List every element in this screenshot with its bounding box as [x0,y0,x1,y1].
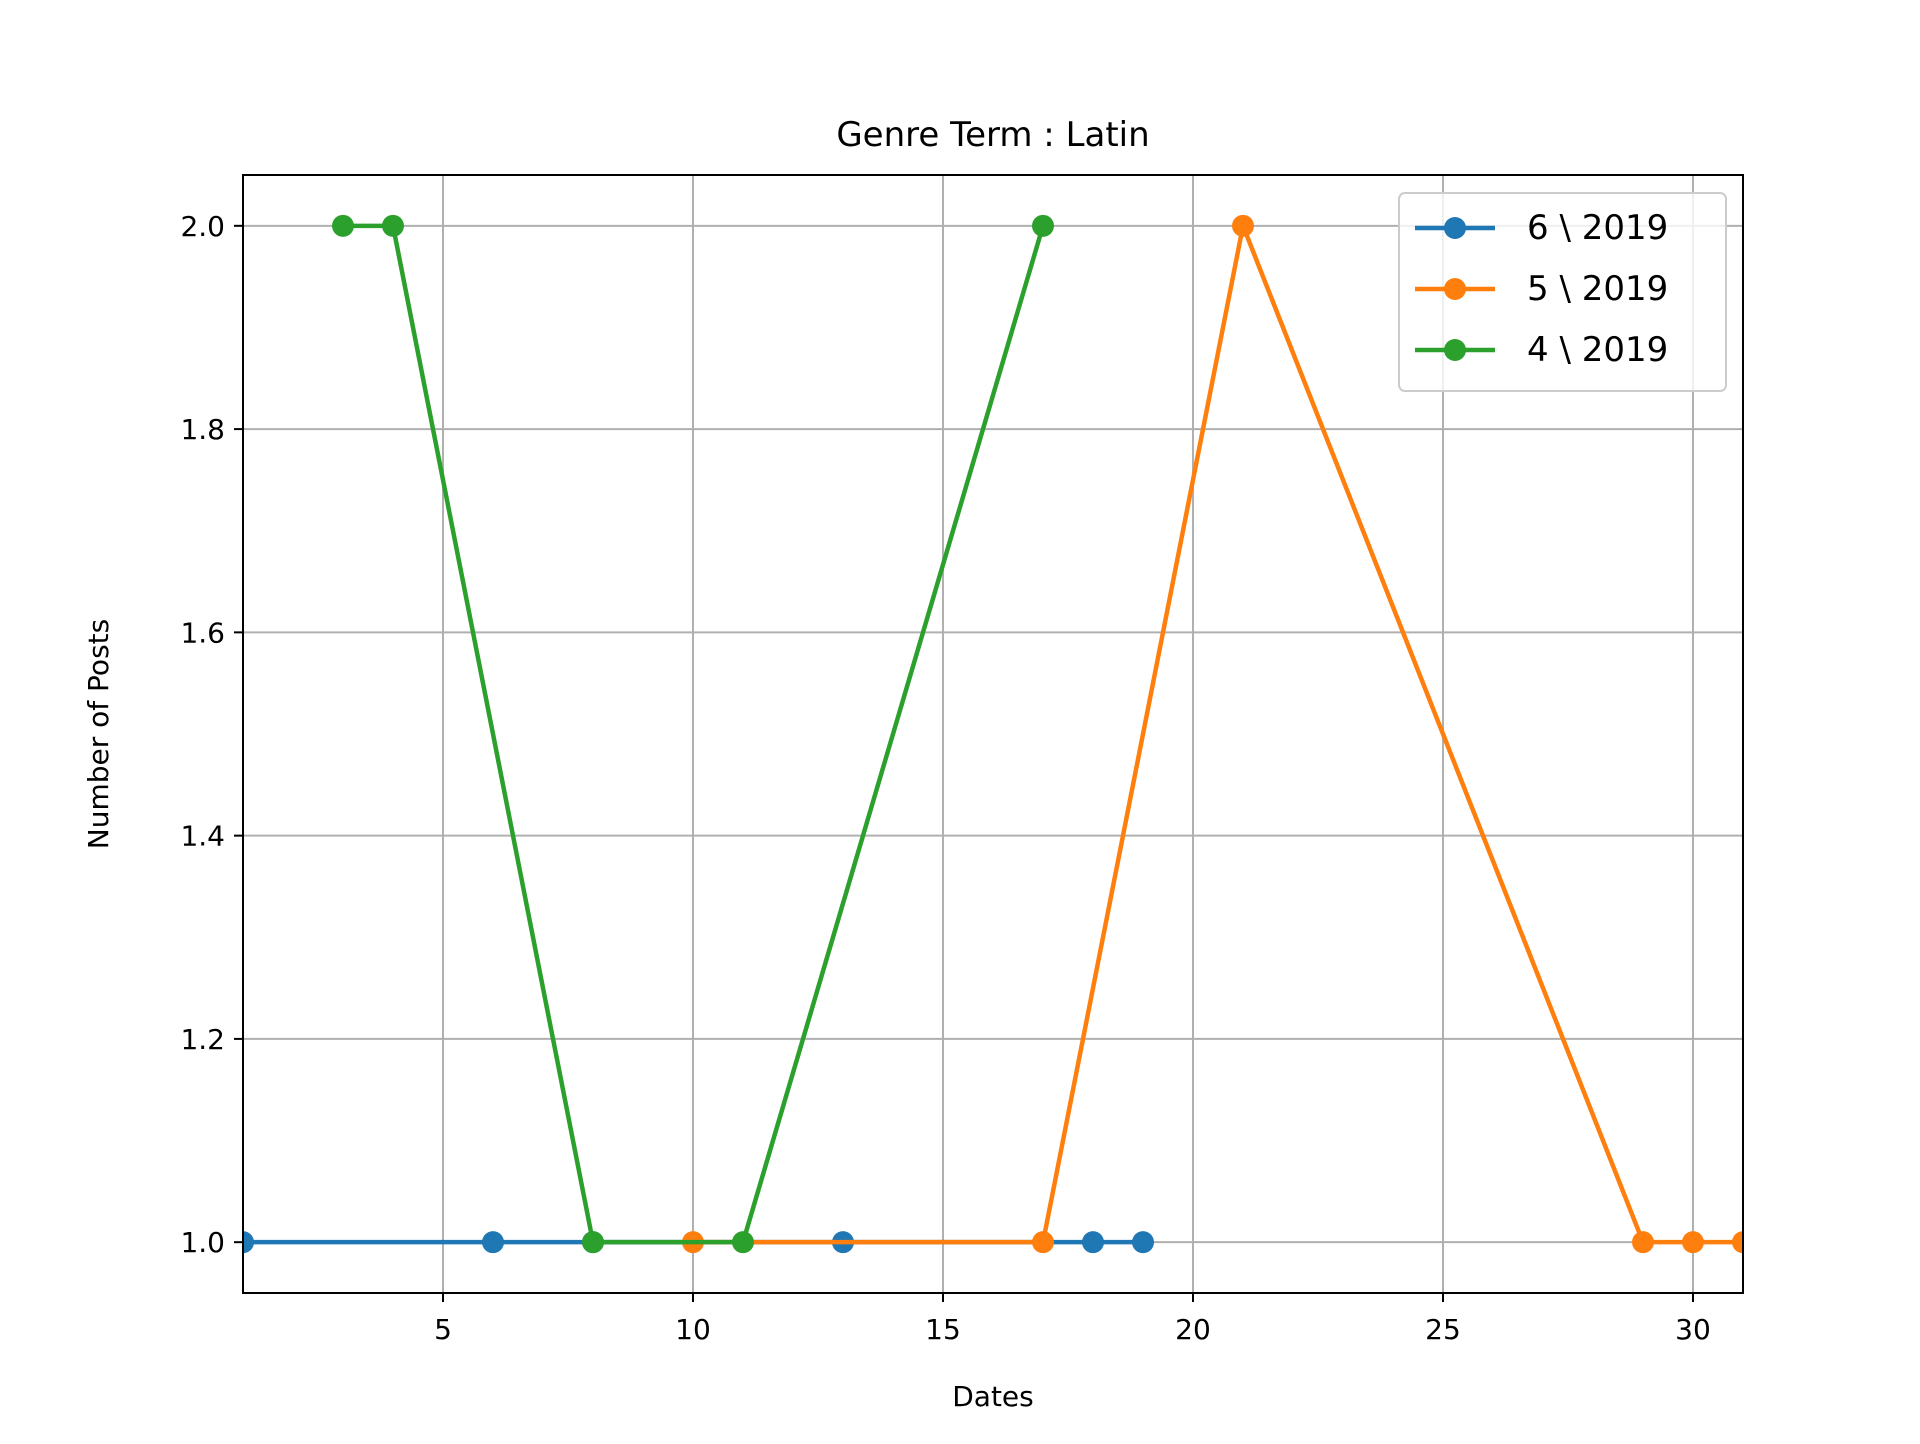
data-point [1132,1231,1154,1254]
legend-label: 4 \ 2019 [1527,330,1668,370]
y-axis-label: Number of Posts [82,619,115,849]
y-tick-label: 1.0 [180,1226,225,1259]
data-point [482,1231,504,1254]
data-point [1732,1231,1743,1254]
data-point [1032,1231,1054,1254]
data-point [1632,1231,1654,1254]
x-tick-label: 25 [1425,1313,1461,1346]
x-tick-label: 15 [925,1313,961,1346]
x-tick-label: 5 [434,1313,452,1346]
data-point [332,214,354,237]
y-tick-label: 2.0 [180,210,225,243]
legend-item: 5 \ 2019 [1415,269,1668,309]
series-layer [243,214,1743,1254]
data-point [1682,1231,1704,1254]
x-tick-label: 10 [675,1313,711,1346]
data-point [1232,214,1254,237]
x-axis-label: Dates [952,1380,1034,1413]
y-tick-label: 1.6 [180,616,225,649]
legend-marker [1444,339,1466,361]
data-point [1032,214,1054,237]
y-tick-label: 1.8 [180,413,225,446]
x-tick-label: 20 [1175,1313,1211,1346]
grid [243,175,1743,1293]
data-point [732,1231,754,1254]
ticks: 5 10 15 20 25 30 1.0 1.2 1.4 1.6 1.8 2.0 [180,210,1710,1346]
legend-item: 4 \ 2019 [1415,330,1668,370]
data-point [382,214,404,237]
legend-label: 6 \ 2019 [1527,208,1668,248]
data-point [243,1231,254,1254]
series-3 [332,214,1054,1254]
plot-frame [242,174,1744,1294]
data-point [582,1231,604,1254]
data-point [1082,1231,1104,1254]
y-tick-label: 1.4 [180,820,225,853]
legend-marker [1444,217,1466,239]
legend: 6 \ 2019 5 \ 2019 4 \ 2019 [1398,192,1727,392]
x-tick-label: 30 [1675,1313,1711,1346]
legend-marker [1444,278,1466,300]
legend-item: 6 \ 2019 [1415,208,1668,248]
legend-label: 5 \ 2019 [1527,269,1668,309]
legend-box [1398,192,1727,392]
y-tick-label: 1.2 [180,1023,225,1056]
chart-title: Genre Term : Latin [836,115,1149,155]
series-2 [682,214,1743,1254]
